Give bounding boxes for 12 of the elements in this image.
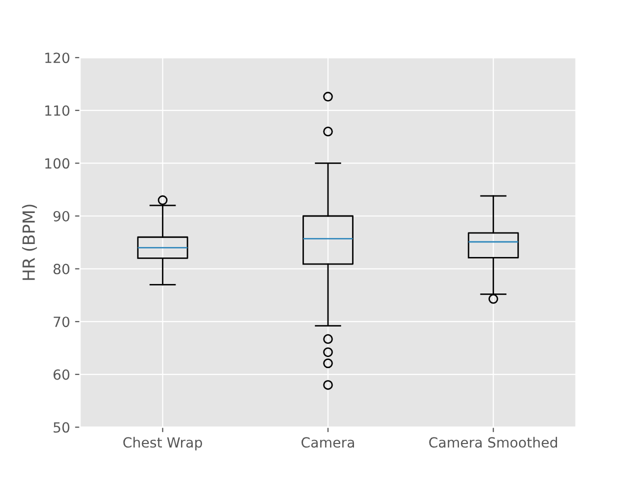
- y-tick-label: 120: [45, 52, 70, 64]
- y-tick-label: 60: [54, 369, 70, 380]
- y-tick-label: 90: [53, 210, 70, 222]
- y-tick-label: 100: [45, 158, 70, 169]
- x-tick-label: Camera: [302, 437, 354, 448]
- y-tick-label: 80: [54, 264, 70, 274]
- y-tick-label: 70: [54, 316, 70, 328]
- y-axis-title: HR (BPM): [22, 204, 37, 280]
- x-tick-label: Chest Wrap: [123, 436, 202, 450]
- y-tick-label: 50: [54, 422, 70, 433]
- y-tick-label: 110: [45, 105, 70, 116]
- x-tick-label: Camera Smoothed: [429, 436, 558, 448]
